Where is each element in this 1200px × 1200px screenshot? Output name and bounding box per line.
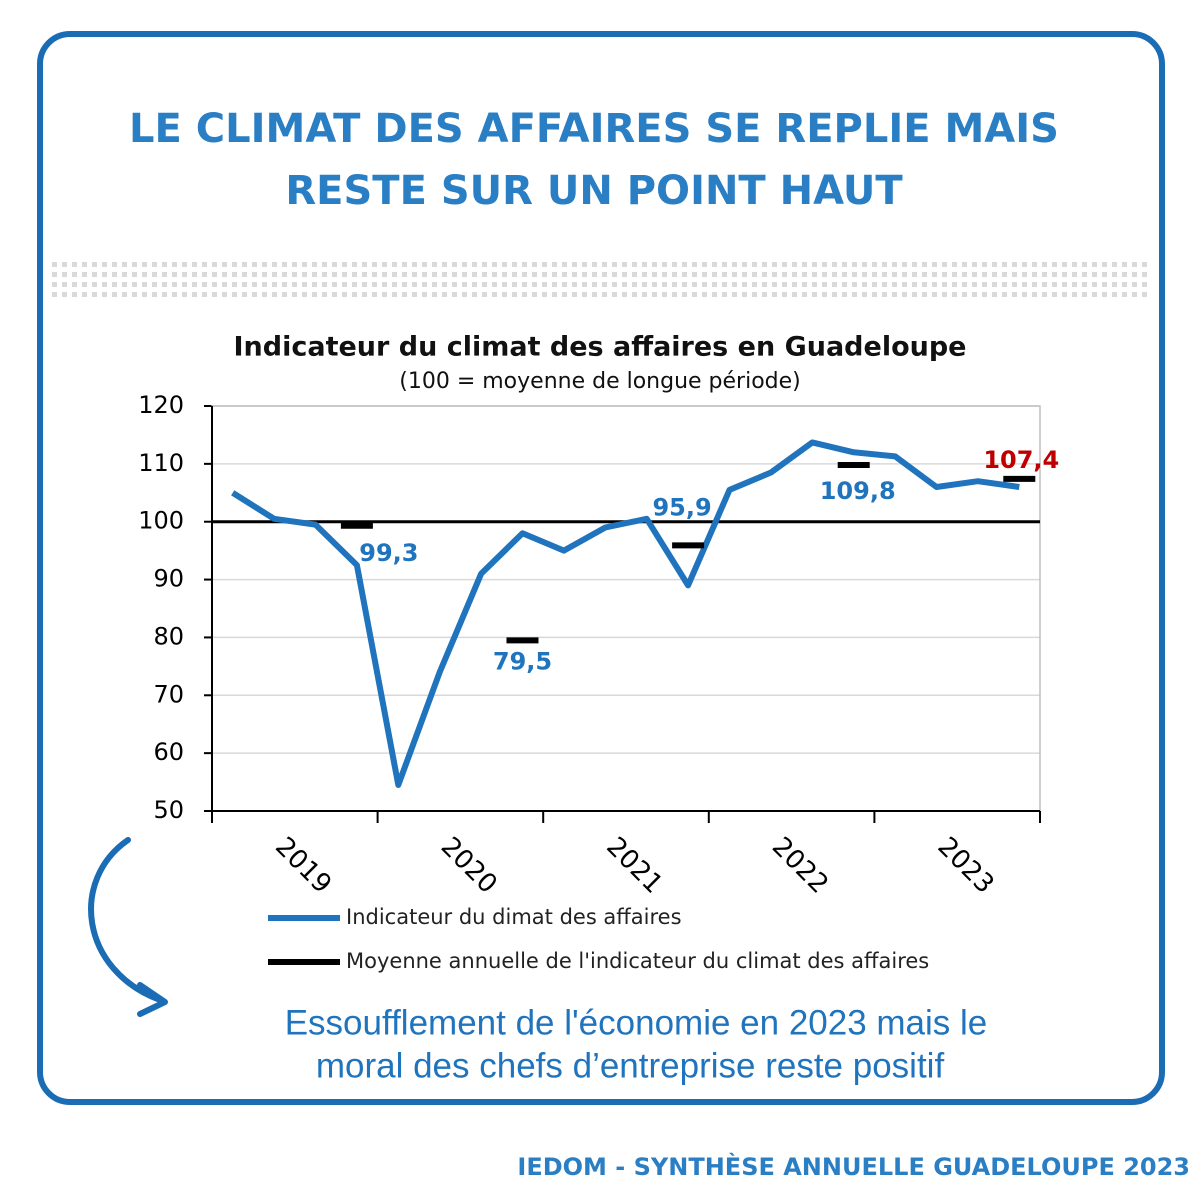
headline: RESTE SUR UN POINT HAUT: [285, 168, 903, 214]
data-label: 79,5: [493, 647, 552, 675]
y-tick-label: 50: [153, 796, 184, 824]
line-series: [231, 439, 1020, 788]
caption: moral des chefs d’entreprise reste posit…: [316, 1046, 945, 1085]
data-label: 107,4: [983, 446, 1059, 474]
data-label: 109,8: [820, 477, 896, 505]
y-tick-label: 110: [138, 449, 184, 477]
legend-label: Indicateur du dimat des affaires: [346, 905, 682, 929]
legend-label: Moyenne annuelle de l'indicateur du clim…: [346, 949, 929, 973]
arrow-head: [137, 982, 168, 1017]
caption: Essoufflement de l'économie en 2023 mais…: [285, 1003, 988, 1042]
data-label: 95,9: [652, 493, 711, 521]
y-tick-label: 90: [153, 565, 184, 593]
arrow: [88, 837, 163, 1003]
y-tick-label: 120: [138, 391, 184, 419]
data-label: 99,3: [359, 539, 418, 567]
dotted-band: [50, 262, 1150, 302]
y-tick-label: 100: [138, 507, 184, 535]
chart-title: Indicateur du climat des affaires en Gua…: [234, 332, 967, 363]
headline: LE CLIMAT DES AFFAIRES SE REPLIE MAIS: [129, 106, 1059, 152]
footer: IEDOM - SYNTHÈSE ANNUELLE GUADELOUPE 202…: [517, 1152, 1190, 1181]
chart-subtitle: (100 = moyenne de longue période): [399, 369, 801, 394]
y-tick-label: 70: [153, 680, 184, 708]
y-tick-label: 80: [153, 622, 184, 650]
y-tick-label: 60: [153, 738, 184, 766]
